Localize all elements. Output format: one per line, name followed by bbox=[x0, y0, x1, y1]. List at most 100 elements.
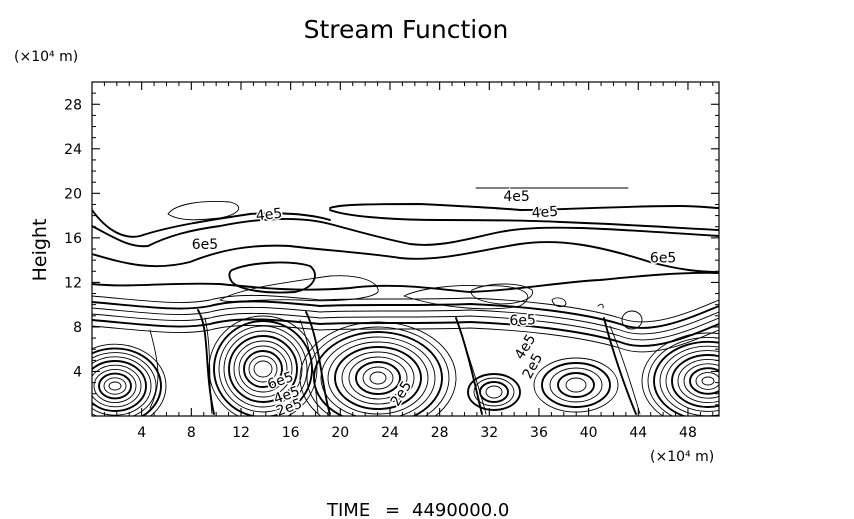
contour-ring bbox=[621, 310, 643, 330]
x-tick-label: 40 bbox=[580, 425, 598, 441]
contour-ring bbox=[228, 335, 298, 403]
contour-ring bbox=[103, 377, 127, 395]
contour-line bbox=[197, 309, 637, 415]
y-tick-label: 20 bbox=[64, 186, 82, 202]
contour-ring bbox=[327, 341, 429, 415]
contour-line bbox=[92, 300, 719, 329]
contour-ring bbox=[92, 352, 157, 416]
contour-ring bbox=[306, 326, 450, 416]
contour-line bbox=[92, 324, 719, 353]
contour-ring bbox=[320, 336, 436, 416]
contour-ring bbox=[659, 345, 719, 416]
contour-line bbox=[329, 203, 719, 211]
contour-ring bbox=[557, 372, 595, 398]
contour-line bbox=[92, 209, 331, 238]
contour-ring bbox=[108, 381, 122, 391]
contour-line bbox=[149, 317, 641, 415]
contour-line bbox=[329, 209, 719, 231]
contour-line bbox=[597, 303, 604, 309]
contour-ring bbox=[641, 332, 719, 416]
contour-ring bbox=[313, 331, 443, 416]
contour-ring bbox=[341, 351, 415, 405]
contour-ring bbox=[362, 366, 394, 390]
contour-label: 6e5 bbox=[650, 250, 676, 266]
contour-ring bbox=[334, 346, 422, 410]
contour-line bbox=[167, 201, 240, 221]
y-tick-label: 12 bbox=[64, 275, 82, 291]
contour-ring bbox=[92, 343, 167, 416]
y-tick-label: 4 bbox=[73, 364, 82, 380]
y-tick-label: 16 bbox=[64, 231, 82, 247]
contour-ring bbox=[355, 361, 401, 395]
contour-line bbox=[92, 217, 719, 248]
chart-title: Stream Function bbox=[304, 15, 509, 44]
time-value: 4490000.0 bbox=[412, 500, 509, 519]
contour-ring bbox=[665, 350, 719, 412]
contour-ring bbox=[223, 330, 303, 408]
contour-ring bbox=[683, 363, 719, 399]
y-axis-label: Height bbox=[29, 219, 51, 282]
contour-label: 4e5 bbox=[503, 189, 529, 205]
contour-ring bbox=[233, 340, 293, 398]
contour-line bbox=[92, 312, 719, 341]
contour-line bbox=[551, 297, 567, 308]
contour-ring bbox=[677, 358, 719, 404]
contour-ring bbox=[98, 372, 132, 400]
x-tick-label: 8 bbox=[187, 425, 196, 441]
contour-ring bbox=[299, 321, 457, 416]
y-axis-unit: (×10⁴ m) bbox=[14, 49, 78, 65]
contour-ring bbox=[93, 368, 137, 404]
contour-ring bbox=[253, 360, 273, 378]
x-tick-label: 44 bbox=[629, 425, 647, 441]
contour-ring bbox=[213, 320, 313, 416]
x-tick-label: 16 bbox=[282, 425, 300, 441]
contour-ring bbox=[208, 315, 318, 416]
time-label: TIME bbox=[326, 500, 370, 519]
contour-label: 6e5 bbox=[509, 312, 536, 329]
contour-line bbox=[92, 294, 719, 323]
time-footer: TIME = 4490000.0 bbox=[326, 500, 509, 519]
contour-ring bbox=[701, 376, 715, 386]
contour-ring bbox=[92, 356, 152, 416]
contour-ring bbox=[248, 355, 278, 383]
contour-ring bbox=[689, 367, 719, 395]
contour-line bbox=[219, 275, 379, 302]
contour-ring bbox=[671, 354, 719, 408]
contour-label: 4e5 bbox=[531, 204, 558, 222]
contour-label: 4e5 bbox=[255, 206, 283, 225]
contour-ring bbox=[243, 350, 283, 388]
contour-ring bbox=[541, 362, 611, 408]
contour-line bbox=[228, 261, 316, 294]
contour-ring bbox=[653, 340, 719, 416]
contour-ring bbox=[467, 373, 521, 411]
x-tick-label: 20 bbox=[331, 425, 349, 441]
x-tick-label: 12 bbox=[232, 425, 250, 441]
contour-ring bbox=[369, 371, 387, 385]
contour-ring bbox=[479, 381, 509, 403]
x-axis-unit: (×10⁴ m) bbox=[650, 449, 714, 465]
contour-ring bbox=[565, 377, 587, 393]
time-separator: = bbox=[385, 500, 400, 519]
plot-frame bbox=[91, 81, 720, 417]
contour-line bbox=[403, 285, 529, 310]
contour-ring bbox=[473, 377, 515, 407]
contour-line bbox=[92, 271, 719, 293]
x-tick-label: 48 bbox=[679, 425, 697, 441]
y-tick-label: 24 bbox=[64, 142, 82, 158]
contour-ring bbox=[92, 347, 162, 416]
contour-ring bbox=[485, 385, 503, 399]
contour-label: 6e5 bbox=[192, 237, 218, 253]
contour-ring bbox=[549, 367, 603, 403]
contour-line bbox=[92, 241, 719, 273]
x-tick-label: 32 bbox=[480, 425, 498, 441]
y-tick-label: 8 bbox=[73, 320, 82, 336]
contour-line bbox=[92, 318, 719, 347]
contour-ring bbox=[92, 364, 142, 408]
contour-ring bbox=[647, 336, 719, 416]
contour-ring bbox=[695, 372, 719, 390]
contour-ring bbox=[533, 357, 619, 413]
contour-ring bbox=[348, 356, 408, 400]
